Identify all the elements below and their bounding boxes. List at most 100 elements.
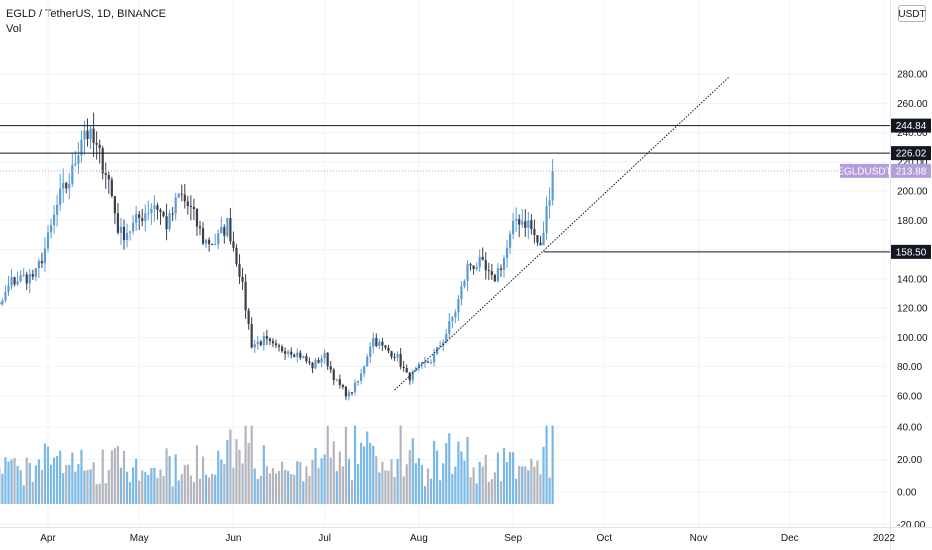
volume-bar: [302, 481, 305, 504]
time-axis-label[interactable]: Jun: [225, 533, 241, 544]
price-axis-label[interactable]: 140.00: [897, 274, 928, 285]
candle-body: [299, 352, 302, 358]
symbol-title[interactable]: EGLD / TetherUS, 1D, BINANCE: [6, 8, 166, 20]
price-axis-label[interactable]: 260.00: [897, 99, 928, 110]
volume-bar: [201, 456, 205, 504]
candle-body: [429, 362, 433, 364]
volume-bar: [238, 449, 241, 504]
volume-bar: [22, 485, 25, 504]
volume-bar: [350, 479, 354, 504]
time-axis-label[interactable]: Jul: [318, 533, 331, 544]
candle-body: [305, 356, 308, 362]
volume-bar: [186, 464, 189, 504]
price-axis-label[interactable]: 100.00: [897, 333, 928, 344]
volume-bar: [116, 445, 120, 504]
price-axis-label[interactable]: 180.00: [897, 216, 928, 227]
candle-body: [536, 235, 539, 243]
volume-bar: [168, 456, 171, 504]
price-axis-label[interactable]: 60.00: [897, 391, 922, 402]
candle-body: [226, 218, 229, 236]
volume-bar: [393, 476, 396, 504]
volume-bar: [128, 482, 132, 504]
volume-bar: [335, 471, 338, 504]
time-axis-label[interactable]: 2022: [873, 533, 896, 544]
candle-body: [539, 242, 542, 246]
volume-bar: [396, 458, 399, 504]
candle-body: [293, 354, 296, 357]
time-axis-label[interactable]: Sep: [504, 533, 522, 544]
price-axis-label[interactable]: 220.00: [897, 157, 928, 168]
currency-label[interactable]: USDT: [898, 9, 925, 20]
candle-body: [496, 268, 500, 282]
candle-body: [515, 219, 518, 221]
volume-bar: [542, 446, 545, 504]
price-axis-label[interactable]: 20.00: [897, 455, 922, 466]
volume-bar: [1, 473, 4, 504]
volume-bar: [40, 469, 44, 504]
price-axis-label[interactable]: 240.00: [897, 128, 928, 139]
level-price-tag: [891, 244, 931, 259]
candle-body: [493, 274, 496, 282]
volume-bar: [241, 463, 244, 504]
candle-body: [77, 155, 80, 164]
time-axis-label[interactable]: Nov: [690, 533, 708, 544]
time-axis-label[interactable]: Apr: [40, 533, 56, 544]
volume-bar: [411, 438, 414, 504]
candle-body: [244, 281, 247, 311]
time-axis-label[interactable]: Aug: [410, 533, 428, 544]
volume-bar: [144, 472, 147, 504]
price-axis-label[interactable]: 200.00: [897, 187, 928, 198]
trendline[interactable]: [394, 76, 730, 391]
volume-bar: [299, 461, 302, 504]
candle-body: [180, 193, 183, 195]
candle-body: [19, 275, 22, 282]
volume-bar: [338, 451, 341, 504]
candle-body: [508, 234, 512, 248]
candle-body: [208, 239, 211, 245]
volume-bar: [314, 448, 317, 504]
volume-bar: [147, 475, 150, 504]
candle-body: [165, 216, 168, 230]
price-axis-label[interactable]: 80.00: [897, 362, 922, 373]
candle-body: [110, 179, 113, 197]
volume-bar: [305, 466, 308, 504]
time-axis[interactable]: Apr May Jun Jul Aug Sep Oct Nov Dec 2022: [0, 527, 932, 545]
volume-bar: [138, 480, 141, 504]
volume-indicator-label[interactable]: Vol: [6, 23, 22, 35]
price-axis-label[interactable]: 280.00: [897, 70, 928, 81]
drawing-overlays: EGLDUSDT: [0, 76, 892, 391]
price-axis-label[interactable]: -20.00: [897, 520, 926, 531]
volume-bar: [220, 459, 223, 504]
volume-bar: [162, 476, 165, 504]
volume-bar: [62, 473, 65, 504]
volume-bar: [226, 439, 229, 504]
volume-bar: [256, 478, 259, 504]
candle-body: [369, 346, 372, 357]
volume-bar: [211, 473, 214, 504]
candle-body: [150, 209, 153, 214]
candle-body: [46, 232, 50, 249]
volume-bar: [432, 440, 436, 504]
candle-body: [125, 232, 129, 241]
price-axis[interactable]: 280.00260.00240.00220.00200.00180.00160.…: [890, 0, 932, 550]
price-axis-label[interactable]: 40.00: [897, 423, 922, 434]
time-axis-label[interactable]: Oct: [597, 533, 613, 544]
time-axis-label[interactable]: May: [130, 533, 149, 544]
time-axis-label[interactable]: Dec: [781, 533, 799, 544]
volume-bar: [277, 471, 281, 504]
volume-bar: [490, 479, 493, 504]
candle-body: [481, 256, 484, 261]
price-axis-label[interactable]: 0.00: [897, 488, 917, 499]
volume-bar: [323, 454, 326, 504]
candle-body: [454, 312, 457, 318]
volume-bar: [493, 472, 496, 504]
candle-body: [59, 188, 62, 205]
volume-bar: [98, 483, 101, 504]
currency-button[interactable]: [898, 5, 926, 22]
volume-bar: [469, 477, 472, 504]
volume-bar: [92, 462, 95, 504]
candle-body: [122, 226, 126, 241]
price-axis-label[interactable]: 120.00: [897, 304, 928, 315]
candle-body: [256, 341, 259, 345]
